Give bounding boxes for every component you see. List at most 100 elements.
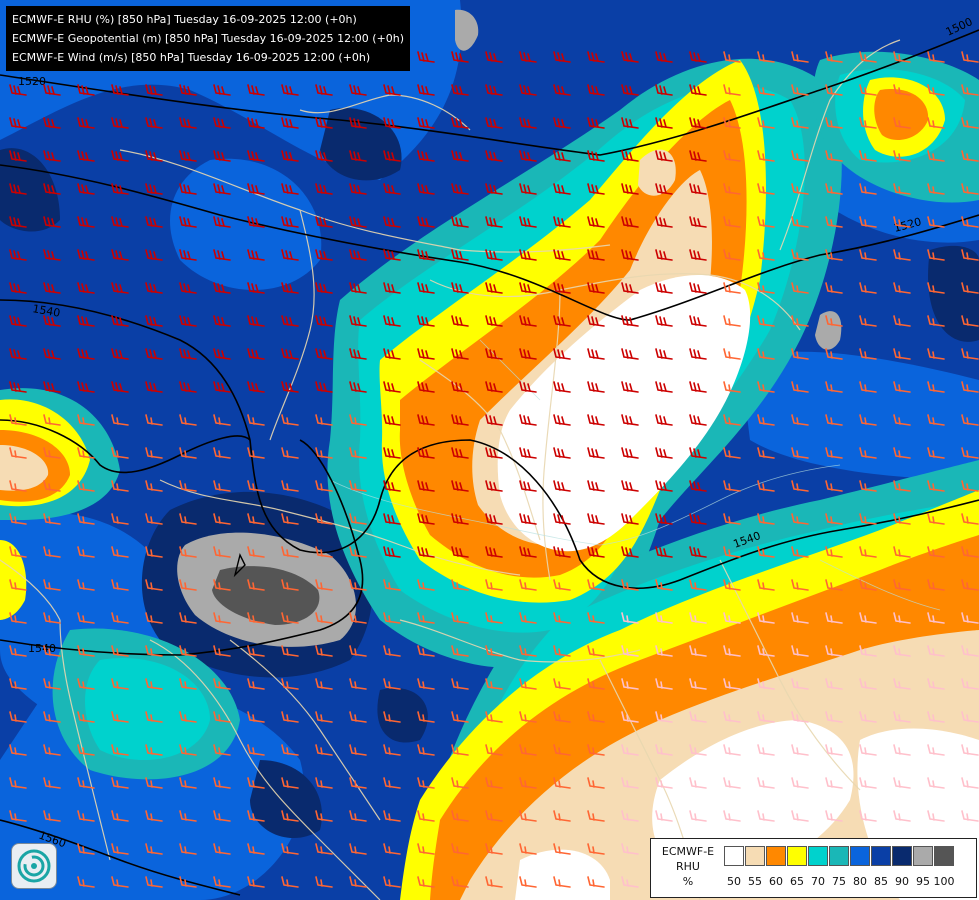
wind-barb xyxy=(451,249,469,261)
wind-barb xyxy=(553,51,571,63)
wind-barb xyxy=(655,810,673,822)
wind-barb xyxy=(145,480,163,492)
wind-barb xyxy=(689,414,707,426)
wind-barb xyxy=(9,612,27,624)
map-title-box: ECMWF-E RHU (%) [850 hPa] Tuesday 16-09-… xyxy=(6,6,411,71)
wind-barb xyxy=(247,414,265,426)
wind-barb xyxy=(417,645,435,657)
wind-barb xyxy=(281,84,299,96)
wind-barb xyxy=(77,876,95,888)
wind-barb xyxy=(587,579,605,591)
wind-barb xyxy=(145,117,163,129)
wind-barb xyxy=(519,645,537,657)
wind-barb xyxy=(587,150,605,162)
wind-barb xyxy=(315,810,333,822)
wind-barb xyxy=(655,84,673,96)
wind-barb xyxy=(655,546,673,558)
legend-tick-80: 80 xyxy=(853,875,867,888)
wind-barb xyxy=(587,51,605,63)
wind-barb xyxy=(315,480,333,492)
wind-barb xyxy=(825,51,843,63)
wind-barb xyxy=(417,843,435,855)
wind-barb xyxy=(111,645,129,657)
wind-barb xyxy=(757,183,775,195)
wind-barb xyxy=(281,777,299,789)
wind-barb xyxy=(315,678,333,690)
wind-barb xyxy=(485,183,503,195)
wind-barb xyxy=(417,447,435,459)
wind-barb xyxy=(723,117,741,129)
wind-barb xyxy=(655,612,673,624)
wind-barb xyxy=(383,348,401,360)
wind-barb xyxy=(859,183,877,195)
wind-barb xyxy=(43,381,61,393)
wind-barb xyxy=(791,150,809,162)
wind-barb xyxy=(927,51,945,63)
wind-barb xyxy=(247,744,265,756)
wind-barb xyxy=(213,645,231,657)
wind-barb xyxy=(655,678,673,690)
wind-barb xyxy=(383,810,401,822)
wind-barb xyxy=(485,843,503,855)
wind-barb xyxy=(145,447,163,459)
wind-barb xyxy=(179,348,197,360)
wind-barb xyxy=(213,150,231,162)
wind-barb xyxy=(485,678,503,690)
wind-barb xyxy=(417,513,435,525)
wind-barb xyxy=(553,876,571,888)
wind-barb xyxy=(145,216,163,228)
wind-barb xyxy=(9,711,27,723)
wind-barb xyxy=(689,810,707,822)
wind-barb xyxy=(77,480,95,492)
wind-barb xyxy=(247,579,265,591)
wind-barb xyxy=(179,876,197,888)
wind-barb xyxy=(859,117,877,129)
wind-barb xyxy=(723,711,741,723)
wind-barb xyxy=(145,876,163,888)
wind-barb xyxy=(43,117,61,129)
wind-barb xyxy=(893,645,911,657)
wind-barb xyxy=(689,348,707,360)
wind-barb xyxy=(757,282,775,294)
wind-barb xyxy=(77,381,95,393)
wind-barb xyxy=(825,777,843,789)
wind-barb xyxy=(553,381,571,393)
legend-swatch-10 xyxy=(934,846,954,866)
wind-barb xyxy=(893,150,911,162)
wind-barb xyxy=(213,381,231,393)
wind-barb xyxy=(179,480,197,492)
wind-barb xyxy=(43,744,61,756)
wind-barb xyxy=(383,843,401,855)
wind-barb xyxy=(281,183,299,195)
legend-title: ECMWF-E RHU % xyxy=(655,844,721,889)
wind-barb xyxy=(519,810,537,822)
wind-barb xyxy=(43,216,61,228)
wind-barb xyxy=(77,183,95,195)
wind-barb xyxy=(417,777,435,789)
wind-barb xyxy=(247,183,265,195)
wind-barb xyxy=(927,381,945,393)
wind-barb xyxy=(247,447,265,459)
legend-tick-75: 75 xyxy=(832,875,846,888)
wind-barb xyxy=(417,579,435,591)
wind-barb xyxy=(825,447,843,459)
wind-barb xyxy=(349,711,367,723)
wind-barb xyxy=(655,777,673,789)
wind-barb xyxy=(553,513,571,525)
wind-barb xyxy=(621,348,639,360)
wind-barb xyxy=(281,150,299,162)
wind-barb xyxy=(349,678,367,690)
wind-barb xyxy=(315,348,333,360)
wind-barb xyxy=(621,513,639,525)
wind-barb xyxy=(961,51,979,63)
wind-barb xyxy=(451,348,469,360)
wind-barb xyxy=(553,249,571,261)
wind-barb xyxy=(247,843,265,855)
wind-barb xyxy=(587,711,605,723)
wind-barb xyxy=(383,84,401,96)
wind-barb xyxy=(655,249,673,261)
wind-barb xyxy=(349,447,367,459)
wind-barb xyxy=(145,744,163,756)
wind-barb xyxy=(247,84,265,96)
wind-barb xyxy=(383,513,401,525)
